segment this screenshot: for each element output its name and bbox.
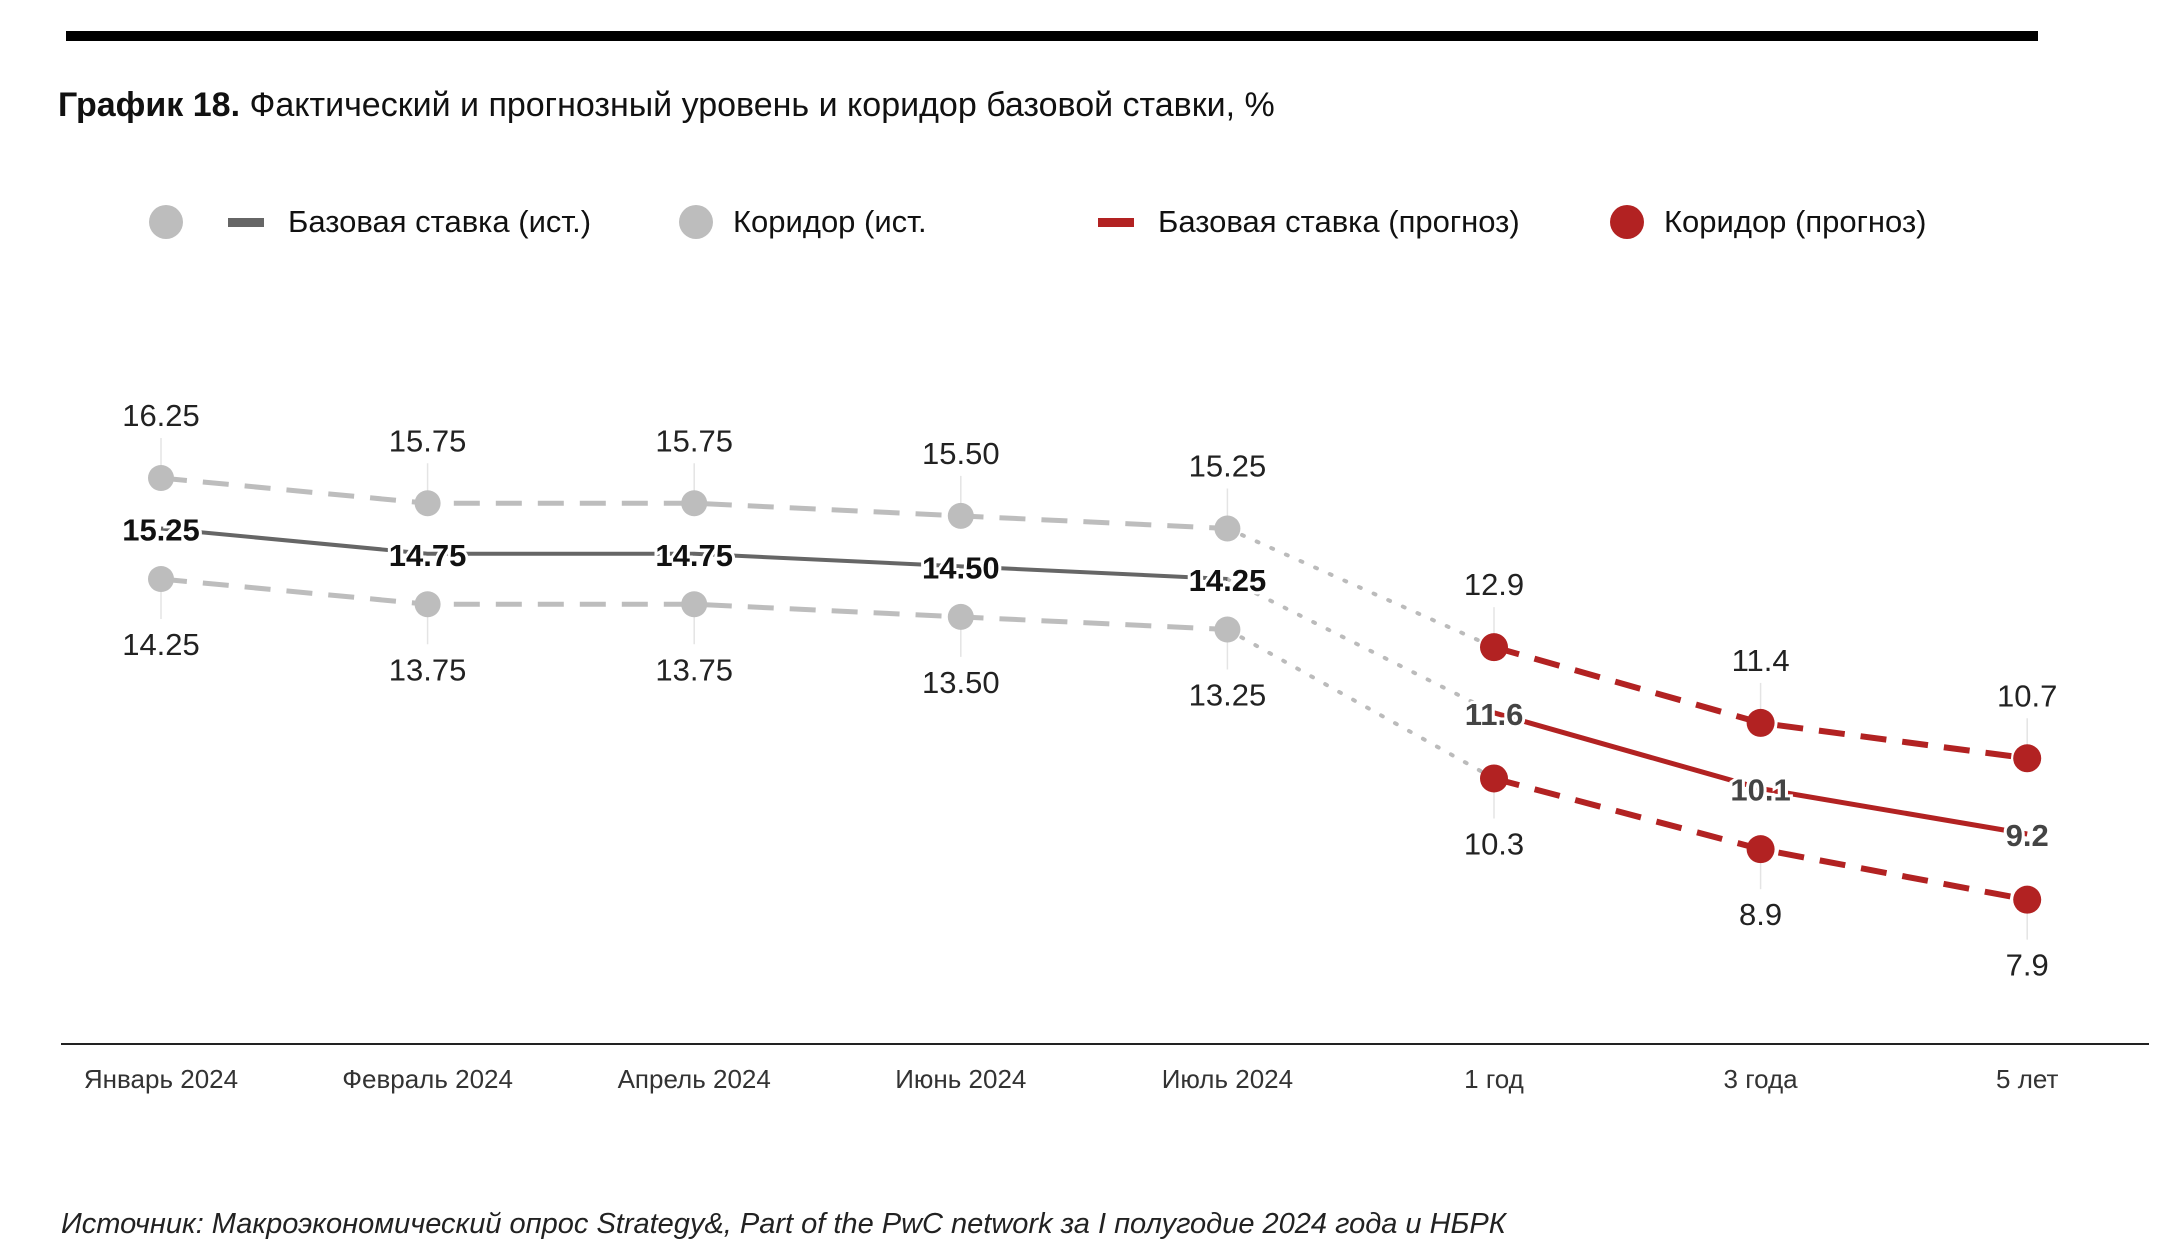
x-tick-label: Февраль 2024 (342, 1064, 513, 1094)
top-rule (66, 31, 2038, 41)
data-point (1746, 835, 1775, 864)
data-point (414, 490, 441, 517)
legend-label: Коридор (прогноз) (1664, 204, 1927, 239)
x-tick-label: 3 года (1724, 1064, 1799, 1094)
data-label: 13.75 (389, 652, 467, 687)
chart-title-text: Фактический и прогнозный уровень и корид… (249, 86, 1275, 124)
data-label: 11.6 (1465, 697, 1524, 732)
legend-marker-gray-dot (149, 205, 183, 239)
data-label: 15.50 (922, 436, 1000, 471)
legend-label: Базовая ставка (ист.) (288, 204, 592, 239)
connector-dotted-line (1225, 577, 1496, 715)
data-label: 14.25 (1189, 563, 1267, 598)
series-line (160, 576, 1228, 632)
data-point (148, 566, 174, 592)
data-label: 14.25 (122, 627, 200, 662)
legend-hist-dot (149, 198, 183, 246)
data-label: 14.50 (922, 550, 1000, 585)
data-label: 15.25 (122, 513, 200, 548)
legend-item-base-forecast: Базовая ставка (прогноз) (1098, 198, 1520, 246)
legend-label: Коридор (ист. (733, 204, 927, 239)
data-label: 13.50 (922, 665, 1000, 700)
data-label: 10.7 (1997, 678, 2057, 713)
data-point (1746, 708, 1775, 737)
x-tick-label: Июнь 2024 (895, 1064, 1026, 1094)
data-label: 16.25 (122, 398, 200, 433)
legend-marker-red-line (1098, 217, 1134, 227)
data-point (2013, 744, 2042, 773)
data-label: 15.25 (1189, 449, 1267, 484)
x-tick-label: 5 лет (1996, 1064, 2058, 1094)
legend-item-base-hist: Базовая ставка (ист.) (228, 198, 591, 246)
data-point (1480, 764, 1508, 793)
data-point (681, 490, 708, 517)
data-label: 8.9 (1739, 897, 1782, 932)
legend: Базовая ставка (ист.) Коридор (ист. Базо… (0, 198, 2160, 246)
data-point (1214, 515, 1241, 542)
data-point (414, 591, 441, 618)
x-tick-label: 1 год (1464, 1064, 1524, 1094)
series-line (1493, 710, 2028, 837)
data-point (681, 591, 708, 618)
data-point (1480, 633, 1508, 662)
legend-marker-gray-dot (679, 205, 713, 239)
chart-number: График 18. (58, 86, 241, 124)
data-label: 10.3 (1464, 826, 1524, 861)
connector-dotted-line (1225, 627, 1496, 781)
x-tick-label: Апрель 2024 (618, 1064, 771, 1094)
x-tick-label: Июль 2024 (1162, 1064, 1293, 1094)
data-label: 13.75 (655, 652, 733, 687)
legend-label: Базовая ставка (прогноз) (1158, 204, 1520, 239)
data-label: 10.1 (1730, 773, 1790, 808)
data-point (1214, 616, 1241, 643)
data-point (148, 465, 174, 491)
legend-item-corridor-hist: Коридор (ист. (679, 198, 927, 246)
data-point (947, 603, 974, 630)
data-label: 15.75 (389, 423, 467, 458)
source-note: Источник: Макроэкономический опрос Strat… (61, 1208, 1506, 1240)
x-tick-label: Январь 2024 (84, 1064, 238, 1094)
series-line (160, 526, 1228, 581)
data-point (2013, 885, 2042, 914)
legend-marker-gray-line (228, 217, 264, 227)
connector-dotted-line (1225, 526, 1496, 650)
legend-item-corridor-forecast: Коридор (прогноз) (1610, 198, 1927, 246)
data-label: 14.75 (389, 538, 467, 573)
series-line (160, 475, 1228, 531)
data-label: 9.2 (2006, 818, 2049, 853)
data-label: 7.9 (2006, 948, 2049, 983)
data-label: 15.75 (655, 423, 733, 458)
data-label: 13.25 (1189, 678, 1267, 713)
data-label: 11.4 (1732, 643, 1790, 678)
legend-marker-red-dot (1610, 205, 1644, 239)
data-label: 12.9 (1464, 567, 1524, 602)
chart-title: График 18. Фактический и прогнозный уров… (58, 86, 1275, 125)
data-label: 14.75 (655, 538, 733, 573)
data-point (947, 502, 974, 529)
